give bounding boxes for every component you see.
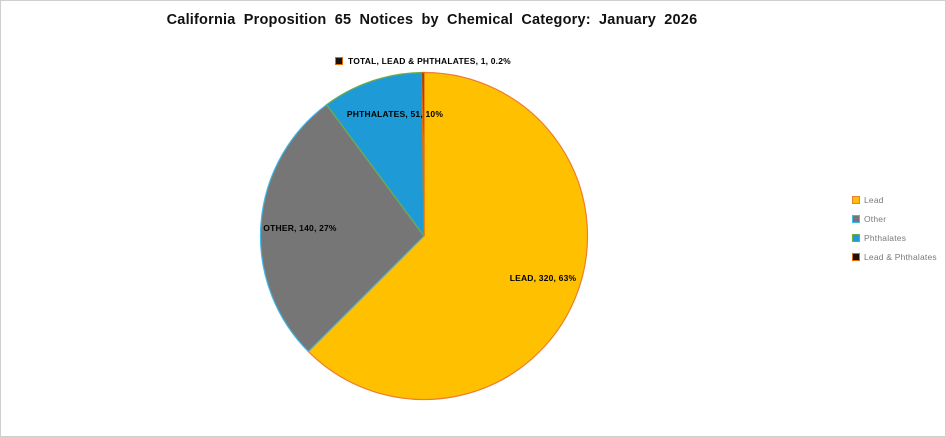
legend-label: Lead & Phthalates <box>864 251 937 262</box>
legend-label: Other <box>864 213 887 224</box>
lead-phthalates-swatch-icon <box>852 252 860 261</box>
pie-slice-phthalates <box>326 71 425 237</box>
legend-key-icon <box>335 57 343 65</box>
pie-slice-other <box>259 104 425 353</box>
legend-label: Lead <box>864 194 884 205</box>
chart-title: California Proposition 65 Notices by Che… <box>166 12 698 28</box>
phthalates-swatch-icon <box>852 233 860 242</box>
legend-label: Phthalates <box>864 232 907 243</box>
data-label-other: OTHER, 140, 27% <box>263 223 337 233</box>
data-label-lead-phthalates: TOTAL, LEAD & PHTHALATES, 1, 0.2% <box>335 56 511 66</box>
lead-swatch-icon <box>852 195 860 204</box>
pie-chart <box>259 71 589 401</box>
legend-item-lead-phthalates: Lead & Phthalates <box>852 250 937 263</box>
legend: Lead Other Phthalates Lead & Phthalates <box>852 193 937 269</box>
legend-item-other: Other <box>852 212 937 225</box>
legend-item-phthalates: Phthalates <box>852 231 937 244</box>
data-label-lead: LEAD, 320, 63% <box>509 273 577 283</box>
data-label-phthalates: PHTHALATES, 51, 10% <box>346 108 444 119</box>
data-label-lead-phthalates-text: TOTAL, LEAD & PHTHALATES, 1, 0.2% <box>348 56 511 66</box>
pie-slice-lead <box>307 71 589 401</box>
pie-slice-lead-phthalates <box>421 71 425 237</box>
other-swatch-icon <box>852 214 860 223</box>
legend-item-lead: Lead <box>852 193 937 206</box>
